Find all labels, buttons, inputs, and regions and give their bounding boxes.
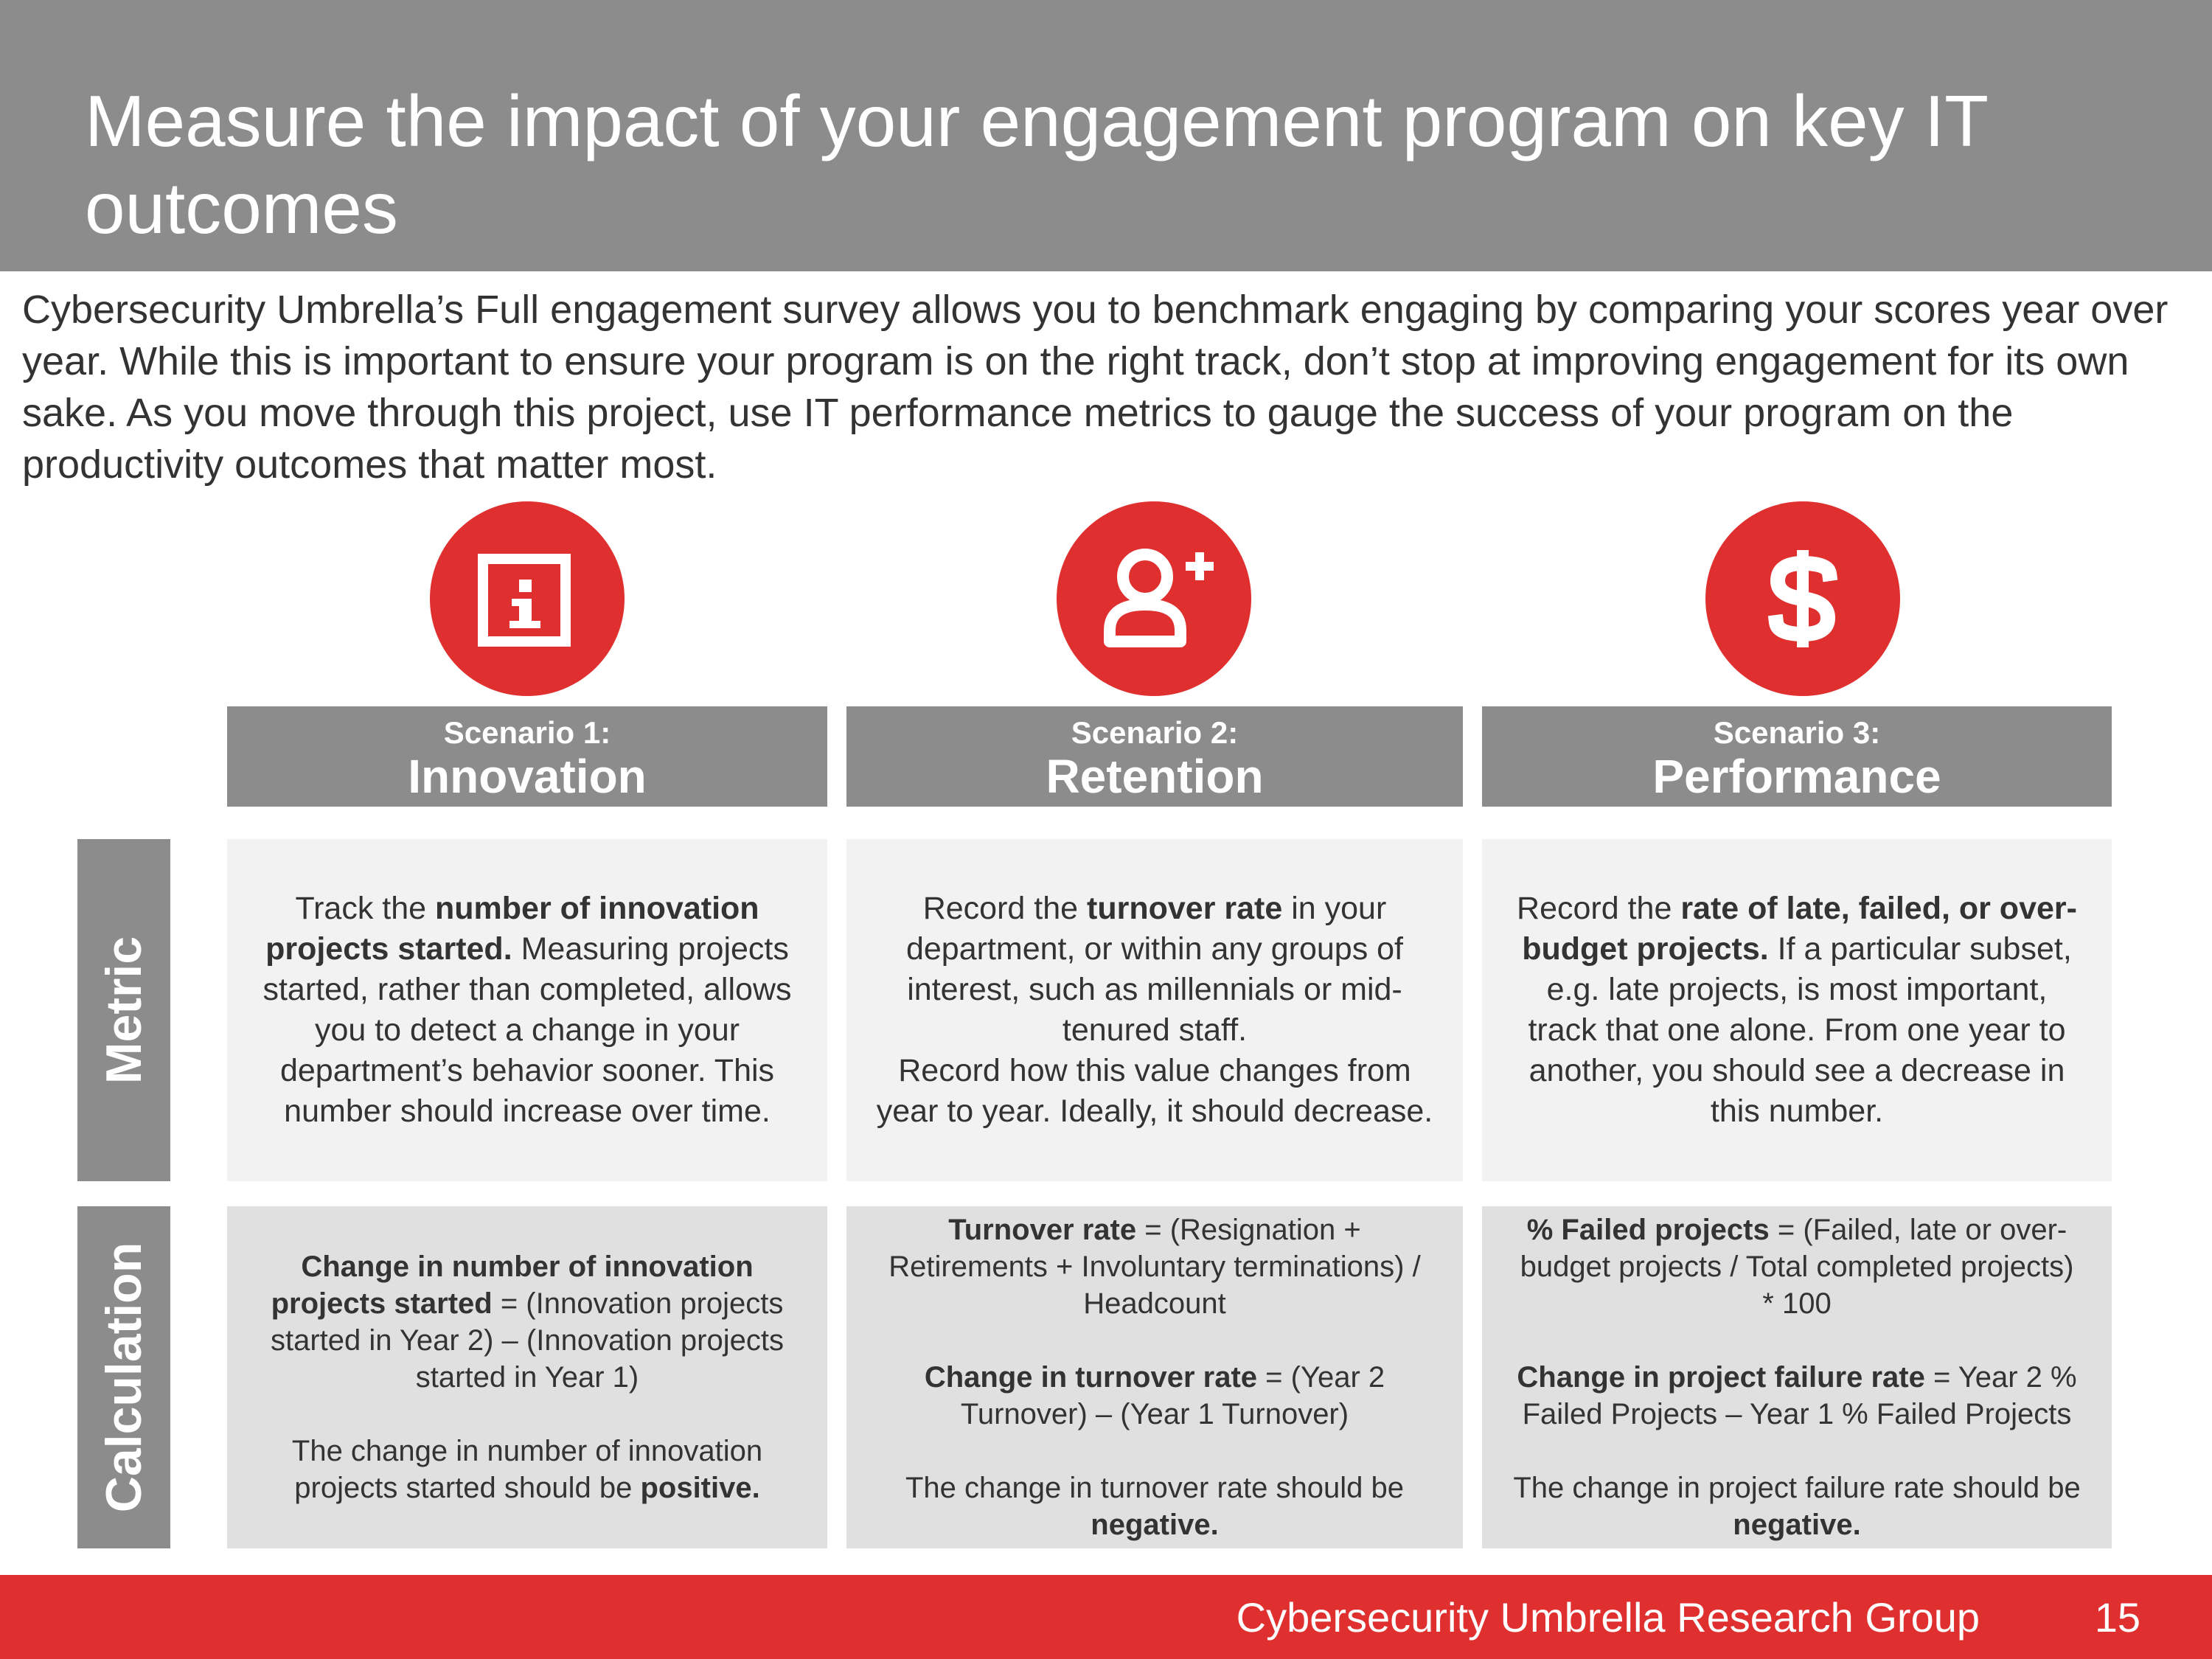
metric-row-label: Metric xyxy=(77,839,170,1181)
metric-row-label-text: Metric xyxy=(96,936,152,1085)
metric-text-innovation: Track the number of innovation projects … xyxy=(262,891,792,1129)
calc-note-retention: The change in turnover rate should be ne… xyxy=(905,1472,1404,1541)
metric-text-performance: Record the rate of late, failed, or over… xyxy=(1517,891,2077,1129)
scenario-2-header: Scenario 2: Retention xyxy=(846,706,1463,807)
calc-note-performance: The change in project failure rate shoul… xyxy=(1513,1472,2081,1541)
calc-formula-innovation: Change in number of innovation projects … xyxy=(271,1251,784,1394)
scenario-1-name: Innovation xyxy=(408,750,647,803)
metric-cell-retention: Record the turnover rate in your departm… xyxy=(846,839,1463,1181)
calculation-row-label-text: Calculation xyxy=(96,1242,152,1513)
calc-formula-turnover-change: Change in turnover rate = (Year 2 Turnov… xyxy=(924,1361,1385,1430)
metric-cell-innovation: Track the number of innovation projects … xyxy=(227,839,827,1181)
calculation-row-label: Calculation xyxy=(77,1206,170,1548)
metric-text-retention-2: Record how this value changes from year … xyxy=(876,1053,1433,1129)
add-user-icon xyxy=(1057,501,1251,696)
calc-cell-performance: % Failed projects = (Failed, late or ove… xyxy=(1482,1206,2112,1548)
dollar-icon xyxy=(1705,501,1900,696)
page-title: Measure the impact of your engagement pr… xyxy=(85,80,1988,248)
footer-bar: Cybersecurity Umbrella Research Group 15 xyxy=(0,1575,2212,1659)
scenario-3-name: Performance xyxy=(1652,750,1941,803)
calc-formula-failure-change: Change in project failure rate = Year 2 … xyxy=(1517,1361,2077,1430)
scenario-1-label: Scenario 1: xyxy=(443,715,611,750)
info-icon xyxy=(430,501,625,696)
scenario-2-name: Retention xyxy=(1046,750,1264,803)
metric-text-retention: Record the turnover rate in your departm… xyxy=(905,891,1404,1048)
title-banner: Measure the impact of your engagement pr… xyxy=(0,0,2212,271)
scenario-1-header: Scenario 1: Innovation xyxy=(227,706,827,807)
intro-paragraph: Cybersecurity Umbrella’s Full engagement… xyxy=(22,288,2168,487)
calc-formula-failed: % Failed projects = (Failed, late or ove… xyxy=(1520,1214,2074,1320)
calc-cell-retention: Turnover rate = (Resignation + Retiremen… xyxy=(846,1206,1463,1548)
scenario-3-header: Scenario 3: Performance xyxy=(1482,706,2112,807)
page-number: 15 xyxy=(2094,1594,2140,1641)
calc-note-innovation: The change in number of innovation proje… xyxy=(291,1435,763,1504)
calc-formula-turnover: Turnover rate = (Resignation + Retiremen… xyxy=(888,1214,1421,1320)
calc-cell-innovation: Change in number of innovation projects … xyxy=(227,1206,827,1548)
metric-cell-performance: Record the rate of late, failed, or over… xyxy=(1482,839,2112,1181)
scenario-2-label: Scenario 2: xyxy=(1071,715,1239,750)
footer-text: Cybersecurity Umbrella Research Group xyxy=(1236,1594,1980,1641)
scenario-3-label: Scenario 3: xyxy=(1713,715,1881,750)
